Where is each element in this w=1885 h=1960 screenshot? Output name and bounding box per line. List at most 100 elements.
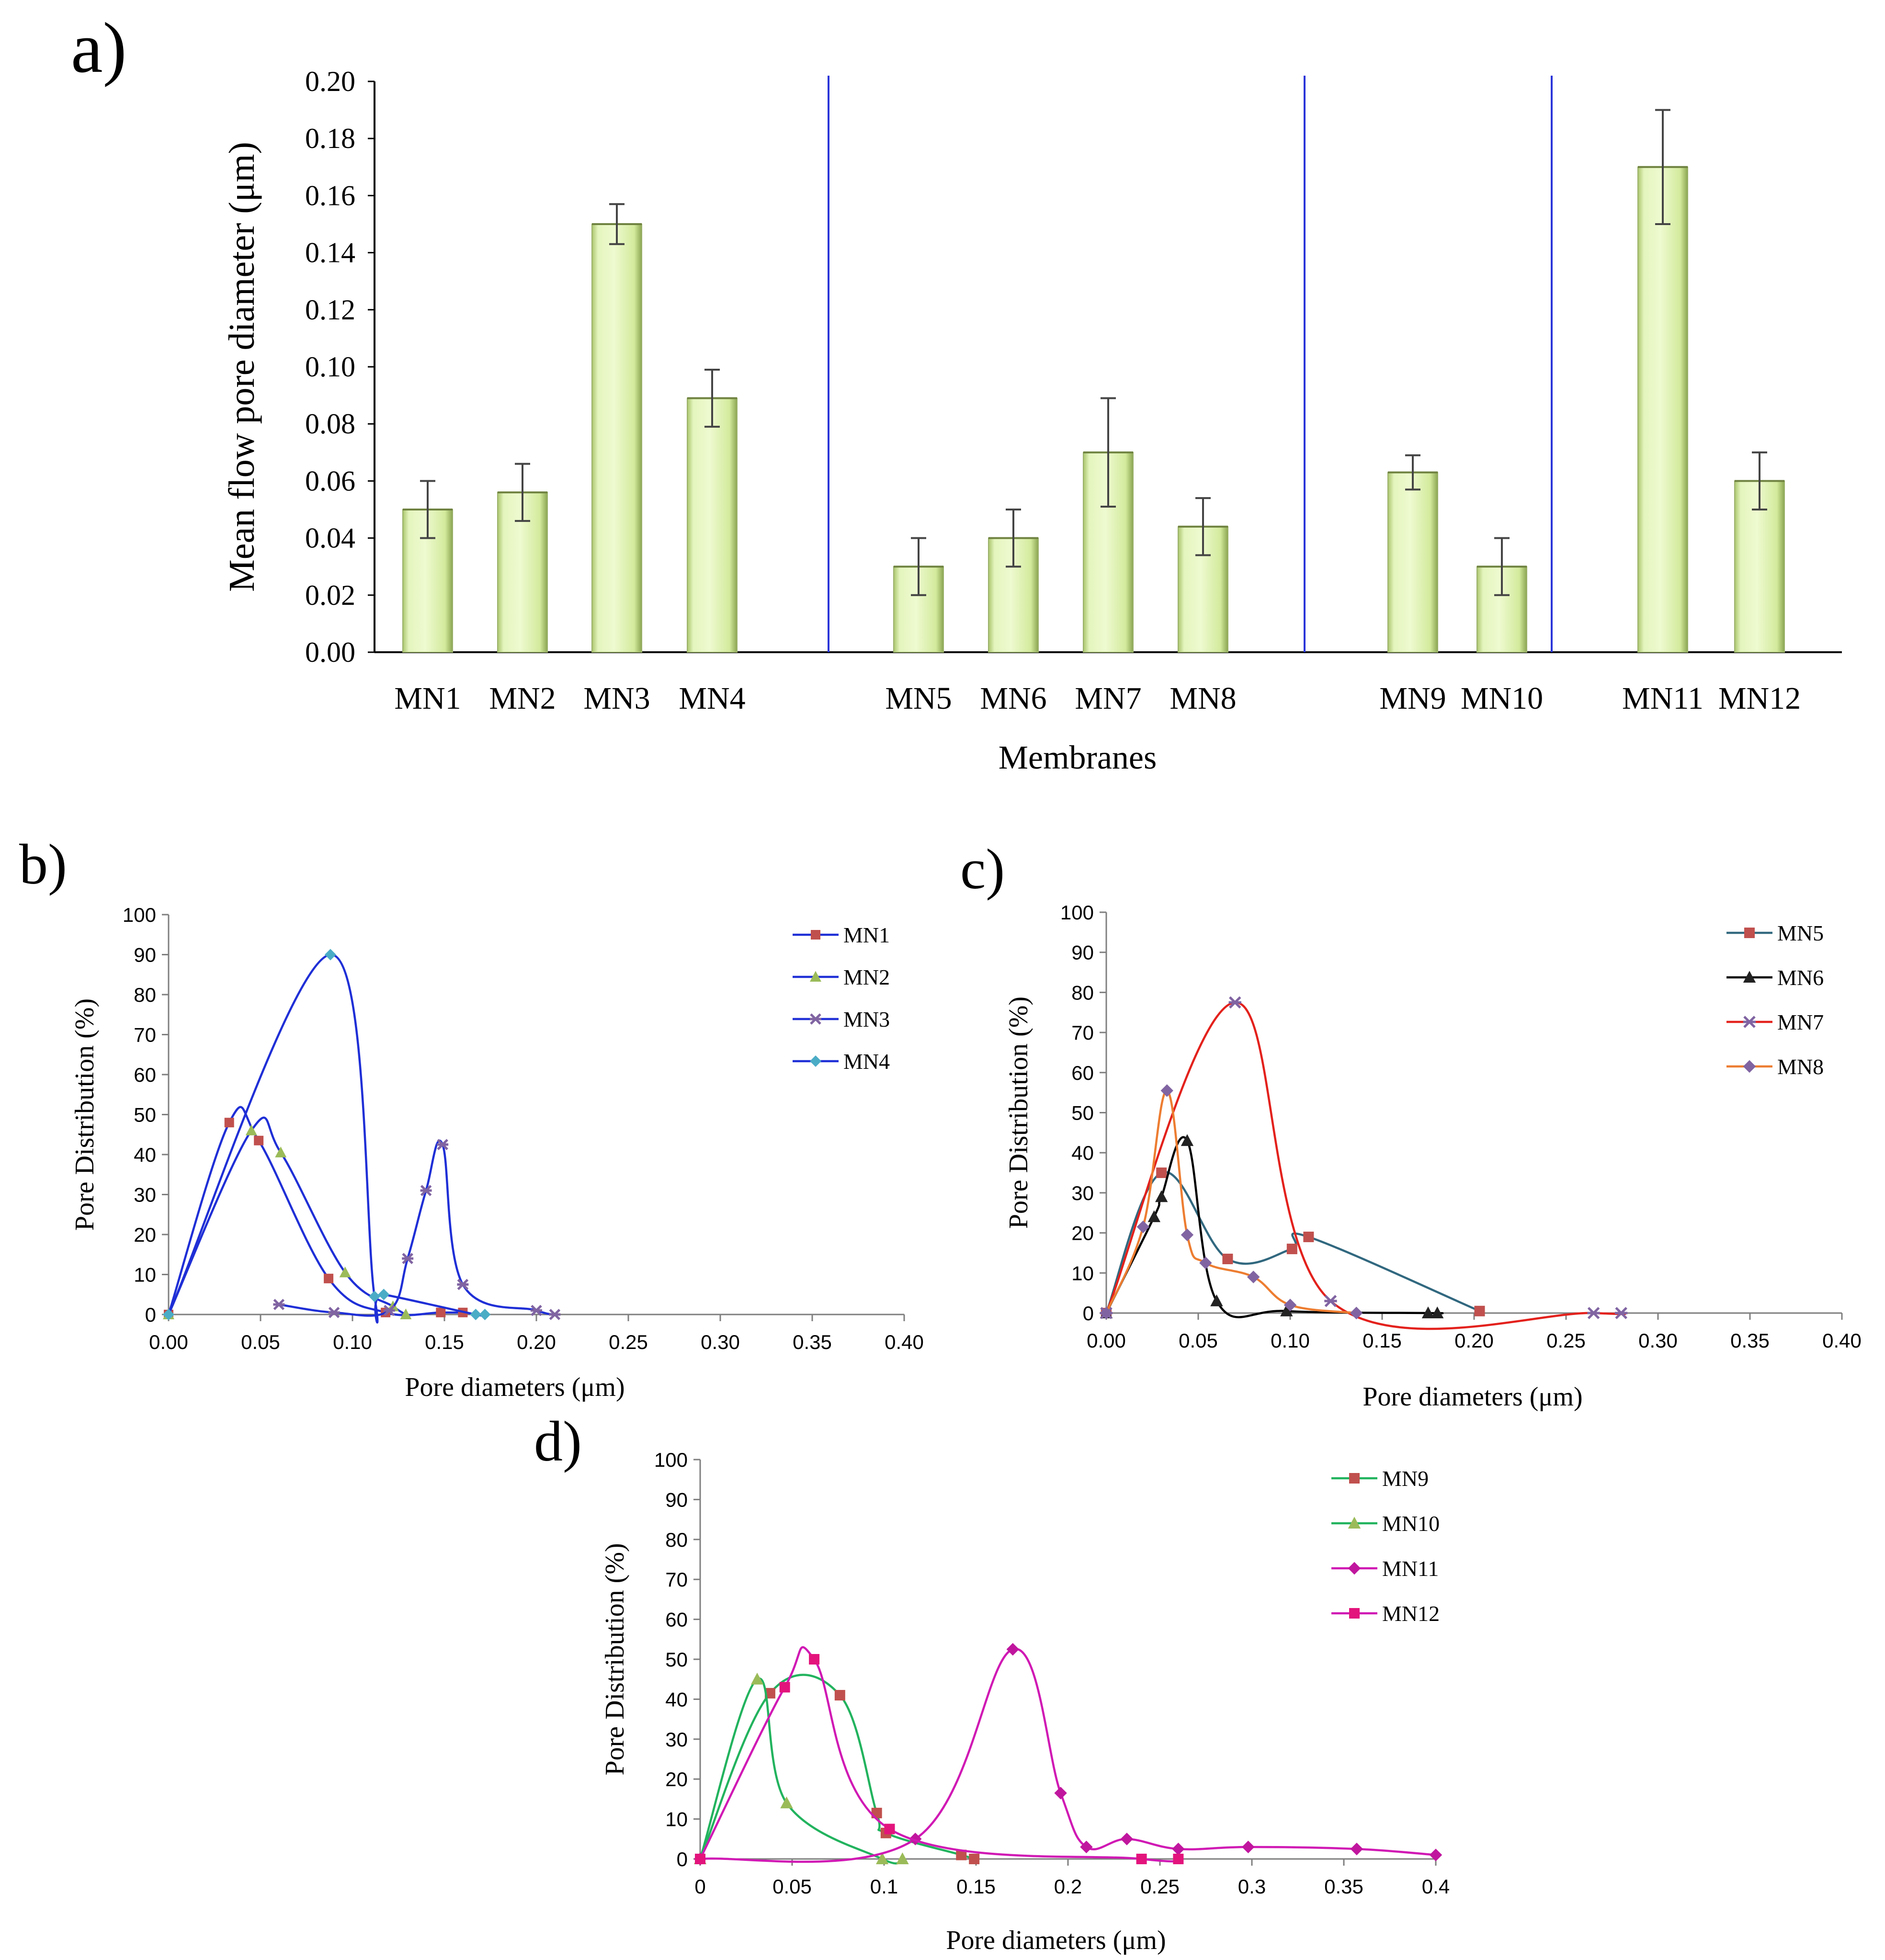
series-line [1105,1136,1444,1318]
data-point [273,1299,285,1310]
x-tick-label: 0.00 [149,1331,188,1353]
y-tick-label: 30 [1071,1182,1094,1204]
y-tick-label: 0 [145,1303,156,1326]
y-tick-label: 90 [134,944,156,966]
x-axis-title: Membranes [999,739,1157,776]
y-tick-label: 40 [134,1144,156,1166]
x-tick-label: MN1 [394,681,461,716]
series-mn12 [695,1646,1184,1864]
series-mn4 [163,949,491,1324]
legend-item-mn3: MN3 [793,1007,890,1031]
data-point [1172,1842,1185,1856]
x-tick-label: 0.15 [425,1331,464,1353]
bar-mn11 [1637,166,1688,653]
x-tick-label: 0.3 [1238,1875,1266,1898]
series-mn6 [1100,1134,1444,1318]
x-tick-label: 0.10 [1271,1329,1310,1352]
x-tick-label: MN11 [1622,681,1703,716]
x-tick-label: MN5 [885,681,952,716]
data-point [875,1852,889,1864]
panel-label: c) [960,837,1005,901]
y-tick-label: 20 [665,1768,688,1790]
series-mn1 [164,1106,468,1319]
panel-c: c) 0 10 20 30 40 50 60 70 80 90 100 0.00 0.05 0.10 0.15… [960,837,1862,1412]
y-tick-label: 50 [1071,1102,1094,1124]
y-tick-label: 0.06 [305,465,355,497]
series-line [167,1106,463,1316]
panel-b: b) 0 10 20 30 40 50 60 70 80 90 100 0.00 0.05 0.10 0.15… [19,832,924,1402]
legend-marker [1349,1608,1360,1619]
legend-label: MN4 [843,1049,890,1074]
data-point [1100,1306,1113,1320]
data-point [1136,1220,1149,1234]
data-point [1350,1842,1363,1856]
data-point [1136,1854,1147,1864]
y-tick-label: 0.08 [305,408,355,440]
y-tick-label: 50 [665,1648,688,1671]
data-point [163,1309,174,1320]
data-point [378,1289,390,1301]
y-tick-label: 60 [134,1064,156,1086]
data-point [470,1309,482,1320]
y-tick-label: 30 [134,1184,156,1206]
x-tick-label: 0.05 [241,1331,280,1353]
y-tick-label: 50 [134,1104,156,1126]
data-point [834,1690,845,1701]
series-line [700,1648,1436,1863]
y-tick-label: 100 [123,904,156,926]
legend-label: MN5 [1777,921,1824,945]
y-tick-label: 0.12 [305,294,355,326]
data-point [275,1146,287,1157]
y-tick-label: 80 [1071,981,1094,1004]
y-axis-title: Pore Distribution (%) [1004,997,1033,1229]
data-point [420,1185,432,1196]
y-tick-label: 0 [677,1848,688,1870]
y-tick-label: 100 [1060,901,1094,924]
panel-a: a) 0.00 0.02 0.04 0.06 0.08 0.10 0.12 0.14 0.16 0.… [71,8,1842,776]
data-point [400,1308,412,1319]
data-point [1120,1833,1134,1846]
data-point [1160,1084,1173,1097]
y-tick-label: 20 [134,1224,156,1246]
data-point [1587,1307,1600,1319]
x-tick-label: 0.15 [1363,1329,1402,1352]
data-point [254,1135,264,1145]
series-mn5 [1101,1167,1485,1318]
data-point [1474,1305,1485,1316]
x-tick-label: 0 [694,1875,705,1898]
legend-marker [811,930,820,940]
panel-label: a) [71,8,127,88]
y-tick-label: 0.14 [305,237,355,269]
data-point [402,1253,414,1264]
y-tick-label: 100 [654,1449,688,1471]
y-tick-label: 70 [134,1024,156,1046]
legend-item-mn4: MN4 [793,1049,890,1074]
legend-label: MN8 [1777,1054,1824,1079]
legend-label: MN6 [1777,965,1824,990]
data-point [1431,1306,1444,1318]
data-point [1242,1840,1255,1854]
data-point [896,1852,909,1864]
data-point [764,1688,775,1699]
x-tick-label: 0.2 [1054,1875,1082,1898]
series-mn11 [693,1643,1442,1866]
series-mn8 [1100,1084,1363,1320]
series-line [699,1674,975,1860]
x-tick-label: 0.35 [1730,1329,1770,1352]
y-tick-label: 60 [665,1609,688,1631]
y-tick-label: 90 [665,1488,688,1511]
y-tick-label: 80 [134,984,156,1006]
data-point [1181,1228,1194,1241]
x-tick-label: 0.25 [1546,1329,1586,1352]
data-point [339,1266,351,1278]
y-axis-title: Pore Distribution (%) [70,998,100,1231]
data-point [1429,1848,1442,1861]
data-point [324,1273,334,1283]
series-line [699,1677,903,1865]
x-tick-label: MN6 [980,681,1046,716]
y-tick-label: 0.10 [305,351,355,383]
legend-label: MN1 [843,923,890,947]
data-point [695,1854,705,1864]
data-point [1228,996,1241,1009]
x-tick-label: MN12 [1718,681,1801,716]
